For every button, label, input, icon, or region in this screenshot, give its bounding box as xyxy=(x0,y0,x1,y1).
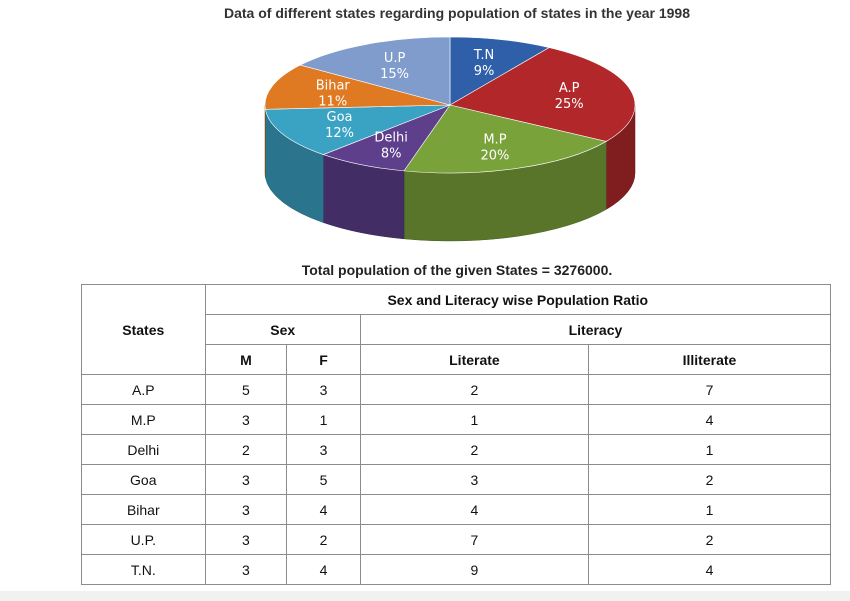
cell-illiterate: 2 xyxy=(587,464,832,495)
literate-header: Literate xyxy=(359,344,589,375)
chart-title: Data of different states regarding popul… xyxy=(224,5,690,21)
cell-literate: 9 xyxy=(359,554,589,585)
slice-value-label: 11% xyxy=(318,94,347,109)
pie-slice-delhi xyxy=(322,104,451,172)
pie-slice-tn xyxy=(449,36,550,106)
pie-slice-bihar xyxy=(264,64,451,110)
cell-illiterate: 7 xyxy=(587,374,832,405)
sex-header: Sex xyxy=(204,314,361,345)
cell-literate: 4 xyxy=(359,494,589,525)
bottom-strip xyxy=(0,591,850,601)
header-row-1: States Sex and Literacy wise Population … xyxy=(81,284,832,375)
header-row-3: M F Literate Illiterate xyxy=(82,344,832,375)
cell-f: 3 xyxy=(286,374,361,405)
population-ratio-table: States Sex and Literacy wise Population … xyxy=(81,284,832,585)
cell-illiterate: 1 xyxy=(587,434,832,465)
cell-state: Goa xyxy=(81,464,206,495)
table-row: Goa 3 5 3 2 xyxy=(81,464,832,495)
cell-literate: 2 xyxy=(359,434,589,465)
m-header: M xyxy=(204,344,288,375)
cell-state: Bihar xyxy=(81,494,206,525)
group-header: Sex and Literacy wise Population Ratio xyxy=(204,284,832,315)
slice-label: M.P xyxy=(483,133,506,148)
cell-m: 2 xyxy=(204,434,288,465)
table-row: U.P. 3 2 7 2 xyxy=(81,524,832,555)
cell-m: 3 xyxy=(204,494,288,525)
cell-state: A.P xyxy=(81,374,206,405)
pie-slice-mp xyxy=(403,104,608,174)
illiterate-header: Illiterate xyxy=(587,344,832,375)
cell-f: 1 xyxy=(286,404,361,435)
cell-illiterate: 2 xyxy=(587,524,832,555)
table-row: Bihar 3 4 4 1 xyxy=(81,494,832,525)
slice-value-label: 15% xyxy=(380,67,409,82)
cell-f: 4 xyxy=(286,494,361,525)
cell-literate: 7 xyxy=(359,524,589,555)
cell-f: 4 xyxy=(286,554,361,585)
table-row: A.P 5 3 2 7 xyxy=(81,374,832,405)
table-row: M.P 3 1 1 4 xyxy=(81,404,832,435)
pie-slice-goa xyxy=(265,104,451,155)
literacy-header: Literacy xyxy=(359,314,832,345)
cell-f: 2 xyxy=(286,524,361,555)
cell-literate: 3 xyxy=(359,464,589,495)
slice-label: T.N xyxy=(473,48,494,63)
slice-label: Goa xyxy=(327,110,353,125)
states-header: States xyxy=(81,284,206,375)
cell-illiterate: 4 xyxy=(587,404,832,435)
cell-state: M.P xyxy=(81,404,206,435)
slice-value-label: 25% xyxy=(555,97,584,112)
f-header: F xyxy=(286,344,361,375)
pie-slice-ap xyxy=(449,47,636,142)
total-population-note: Total population of the given States = 3… xyxy=(301,262,613,278)
slice-label: A.P xyxy=(559,81,580,96)
slice-label: Bihar xyxy=(316,78,351,93)
cell-m: 3 xyxy=(204,404,288,435)
cell-state: U.P. xyxy=(81,524,206,555)
table-row: Delhi 2 3 2 1 xyxy=(81,434,832,465)
cell-state: Delhi xyxy=(81,434,206,465)
slice-value-label: 20% xyxy=(480,149,509,164)
cell-illiterate: 4 xyxy=(587,554,832,585)
slice-value-label: 12% xyxy=(325,126,354,141)
cell-m: 5 xyxy=(204,374,288,405)
cell-illiterate: 1 xyxy=(587,494,832,525)
cell-m: 3 xyxy=(204,524,288,555)
cell-f: 3 xyxy=(286,434,361,465)
cell-literate: 2 xyxy=(359,374,589,405)
slice-label: U.P xyxy=(384,51,406,66)
cell-f: 5 xyxy=(286,464,361,495)
cell-literate: 1 xyxy=(359,404,589,435)
cell-m: 3 xyxy=(204,554,288,585)
table-row: T.N. 3 4 9 4 xyxy=(81,554,832,585)
slice-label: Delhi xyxy=(374,130,407,145)
cell-m: 3 xyxy=(204,464,288,495)
slice-value-label: 9% xyxy=(474,64,495,79)
cell-state: T.N. xyxy=(81,554,206,585)
pie-slice-up xyxy=(299,36,451,106)
slice-value-label: 8% xyxy=(381,146,402,161)
